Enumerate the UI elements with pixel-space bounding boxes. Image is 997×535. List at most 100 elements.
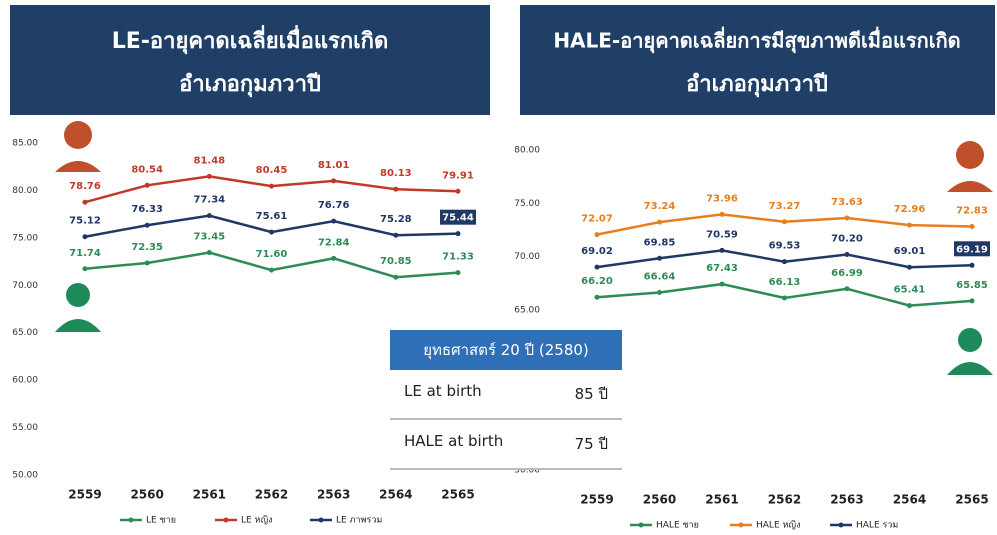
legend-label: HALE รวม xyxy=(856,521,898,531)
value-label: 75.28 xyxy=(380,214,412,225)
legend-label: LE ภาพรวม xyxy=(336,516,382,526)
x-tick-label: 2562 xyxy=(768,493,801,507)
value-label: 72.07 xyxy=(581,214,613,225)
value-label: 81.01 xyxy=(318,160,350,171)
value-label: 77.34 xyxy=(194,195,226,206)
point xyxy=(969,223,975,229)
chart-subtitle: อำเภอกุมภวาปี xyxy=(179,72,321,98)
point xyxy=(969,298,975,304)
value-label: 69.02 xyxy=(581,246,613,257)
x-tick-label: 2560 xyxy=(643,493,676,507)
point xyxy=(144,222,150,228)
point xyxy=(82,199,88,205)
value-label: 70.20 xyxy=(831,234,863,245)
point xyxy=(907,222,912,228)
point xyxy=(969,262,975,268)
value-label: 75.61 xyxy=(256,211,288,222)
value-label: 76.33 xyxy=(131,204,163,215)
point xyxy=(782,219,787,225)
point xyxy=(82,234,88,240)
point xyxy=(782,259,787,265)
value-label: 69.85 xyxy=(644,237,676,248)
legend-swatch xyxy=(638,522,644,528)
y-tick-label: 80.00 xyxy=(12,186,38,196)
male-icon xyxy=(947,328,993,375)
point xyxy=(144,260,150,266)
cell: LE at birth xyxy=(404,382,482,400)
point xyxy=(269,229,274,235)
y-tick-label: 70.00 xyxy=(12,281,38,291)
value-label: 80.13 xyxy=(380,168,412,179)
legend-label: HALE ชาย xyxy=(656,521,699,531)
y-tick-label: 65.00 xyxy=(12,328,38,338)
value-label: 71.74 xyxy=(69,248,101,259)
x-tick-label: 2564 xyxy=(893,493,926,507)
series-line xyxy=(596,213,973,236)
legend-label: LE หญิง xyxy=(241,515,273,526)
point xyxy=(206,250,212,256)
value-label: 65.41 xyxy=(894,285,926,296)
point xyxy=(393,274,399,280)
value-label: 72.96 xyxy=(894,204,926,215)
point xyxy=(657,219,662,225)
point xyxy=(594,264,600,270)
value-label: 80.45 xyxy=(256,165,288,176)
value-label: 72.83 xyxy=(956,205,988,216)
value-label: 69.01 xyxy=(894,246,926,257)
legend-swatch xyxy=(318,517,324,523)
legend-label: HALE หญิง xyxy=(756,520,800,531)
y-tick-label: 50.00 xyxy=(12,471,38,481)
value-label: 73.27 xyxy=(769,201,801,212)
value-label: 73.45 xyxy=(194,232,226,243)
point xyxy=(269,267,274,273)
x-tick-label: 2563 xyxy=(830,493,863,507)
point xyxy=(719,211,725,217)
point xyxy=(844,252,850,258)
value-label: 66.99 xyxy=(831,268,863,279)
table-row: HALE at birth 75 ปี xyxy=(390,420,622,470)
value-label: 65.85 xyxy=(956,280,988,291)
y-tick-label: 75.00 xyxy=(514,199,540,209)
cell: HALE at birth xyxy=(404,432,504,450)
point xyxy=(144,182,150,188)
y-tick-label: 50.00 xyxy=(514,466,540,476)
point xyxy=(393,186,399,192)
x-tick-label: 2563 xyxy=(317,488,350,502)
point xyxy=(455,270,461,276)
value-label: 66.64 xyxy=(644,272,676,283)
value-label: 76.76 xyxy=(318,200,350,211)
value-label: 81.48 xyxy=(194,155,226,166)
point xyxy=(594,232,600,238)
y-tick-label: 55.00 xyxy=(12,423,38,433)
value-label: 69.19 xyxy=(956,244,988,255)
value-label: 70.85 xyxy=(380,256,412,267)
point xyxy=(907,303,912,309)
value-label: 75.12 xyxy=(69,216,101,227)
series-line xyxy=(84,175,459,204)
value-label: 73.24 xyxy=(644,201,676,212)
cell: 85 ปี xyxy=(574,385,608,403)
title-banner xyxy=(10,5,490,115)
x-tick-label: 2564 xyxy=(379,488,412,502)
value-label: 71.60 xyxy=(256,249,288,260)
y-tick-label: 70.00 xyxy=(514,252,540,262)
chart-title: LE-อายุคาดเฉลี่ยเมื่อแรกเกิด xyxy=(112,24,389,55)
point xyxy=(782,295,787,301)
legend-swatch xyxy=(838,522,844,528)
x-tick-label: 2561 xyxy=(193,488,226,502)
point xyxy=(719,281,725,287)
value-label: 66.20 xyxy=(581,276,613,287)
value-label: 73.63 xyxy=(831,197,863,208)
point xyxy=(82,266,88,272)
table-header: ยุทธศาสตร์ 20 ปี (2580) xyxy=(390,330,622,370)
value-label: 75.44 xyxy=(442,213,474,224)
y-tick-label: 80.00 xyxy=(514,146,540,156)
y-tick-label: 60.00 xyxy=(12,376,38,386)
point xyxy=(331,255,337,261)
value-label: 72.35 xyxy=(131,242,163,253)
chart-title: HALE-อายุคาดเฉลี่ยการมีสุขภาพดีเมื่อแรกเ… xyxy=(553,26,960,54)
chart-subtitle: อำเภอกุมภวาปี xyxy=(686,72,828,98)
x-tick-label: 2559 xyxy=(580,493,613,507)
